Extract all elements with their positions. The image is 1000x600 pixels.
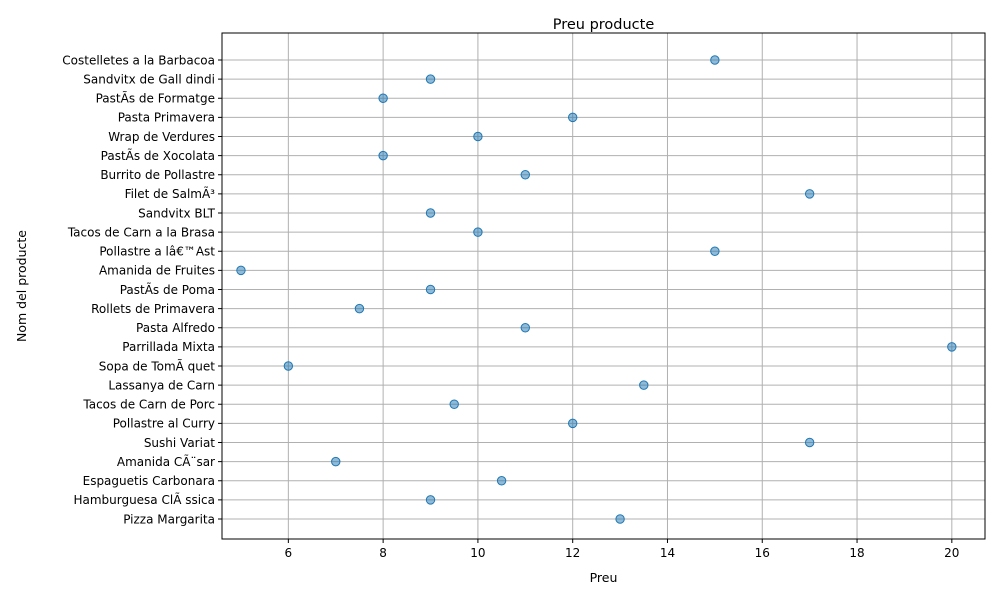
y-tick-label: Pizza Margarita — [123, 512, 215, 526]
y-tick-label: Burrito de Pollastre — [100, 168, 215, 182]
y-tick-label: Pasta Primavera — [118, 111, 215, 125]
y-tick-label: Pollastre al Curry — [113, 417, 215, 431]
y-tick-label: Costelletes a la Barbacoa — [62, 53, 215, 67]
data-point — [947, 342, 957, 352]
data-point — [378, 93, 388, 103]
y-tick-label: Espaguetis Carbonara — [83, 474, 215, 488]
data-point — [567, 112, 578, 123]
plot-frame — [221, 32, 986, 540]
x-tick-label: 20 — [944, 546, 959, 560]
data-point — [804, 437, 815, 448]
data-point — [236, 265, 246, 276]
y-tick-label: Parrillada Mixta — [122, 340, 215, 354]
x-tick-label: 8 — [379, 546, 387, 560]
y-tick-label: Lassanya de Carn — [108, 378, 215, 392]
data-point — [425, 208, 436, 218]
y-tick-label: Pollastre a lâ€™Ast — [99, 245, 215, 259]
data-point — [639, 380, 649, 390]
data-point — [449, 399, 459, 409]
y-tick-label: Wrap de Verdures — [108, 130, 215, 144]
data-point — [378, 150, 388, 161]
data-point — [283, 361, 294, 371]
y-tick-label: Filet de SalmÃ³ — [125, 186, 216, 201]
data-point — [520, 323, 531, 333]
x-axis-label: Preu — [590, 570, 618, 585]
y-tick-label: Sushi Variat — [144, 436, 215, 450]
data-point — [520, 170, 531, 180]
data-point — [331, 456, 341, 467]
y-tick-label: Tacos de Carn de Porc — [82, 398, 215, 412]
data-point — [615, 514, 625, 524]
y-tick-label: Tacos de Carn a la Brasa — [67, 225, 215, 239]
x-tick-label: 18 — [849, 546, 864, 560]
x-tick-label: 16 — [755, 546, 770, 560]
data-point — [710, 55, 720, 65]
y-tick-label: Amanida CÃ¨sar — [117, 454, 215, 469]
y-tick-label: Rollets de Primavera — [91, 302, 215, 316]
data-points — [236, 55, 957, 524]
data-point — [425, 74, 436, 84]
y-tick-label: Sandvitx BLT — [138, 206, 216, 220]
grid — [222, 33, 985, 539]
data-point — [804, 189, 815, 199]
y-tick-label: Hamburguesa ClÃ ssica — [73, 492, 215, 507]
x-tick-label: 10 — [470, 546, 485, 560]
y-tick-label: Sandvitx de Gall dindi — [83, 72, 215, 86]
data-point — [425, 284, 436, 295]
x-tick-label: 6 — [285, 546, 293, 560]
chart-title: Preu producte — [553, 17, 655, 33]
data-point — [425, 495, 436, 505]
y-axis-label: Nom del producte — [14, 230, 29, 342]
data-point — [354, 303, 365, 314]
y-tick-label: Sopa de TomÃ quet — [99, 358, 216, 373]
x-ticks: 6 8 10 12 14 16 18 20 — [285, 539, 959, 560]
data-point — [473, 227, 483, 237]
y-tick-label: PastÃ­s de Poma — [120, 282, 215, 297]
y-tick-label: PastÃ­s de Xocolata — [101, 148, 215, 163]
y-tick-label: PastÃ­s de Formatge — [96, 91, 215, 106]
x-tick-label: 14 — [660, 546, 675, 560]
y-tick-label: Pasta Alfredo — [136, 321, 215, 335]
data-point — [496, 476, 507, 486]
data-point — [567, 418, 578, 429]
data-point — [473, 131, 483, 142]
data-point — [710, 246, 720, 256]
y-tick-label: Amanida de Fruites — [99, 264, 215, 278]
x-tick-label: 12 — [565, 546, 580, 560]
y-ticks: Pizza Margarita Hamburguesa ClÃ ssica Espa… — [62, 53, 222, 526]
